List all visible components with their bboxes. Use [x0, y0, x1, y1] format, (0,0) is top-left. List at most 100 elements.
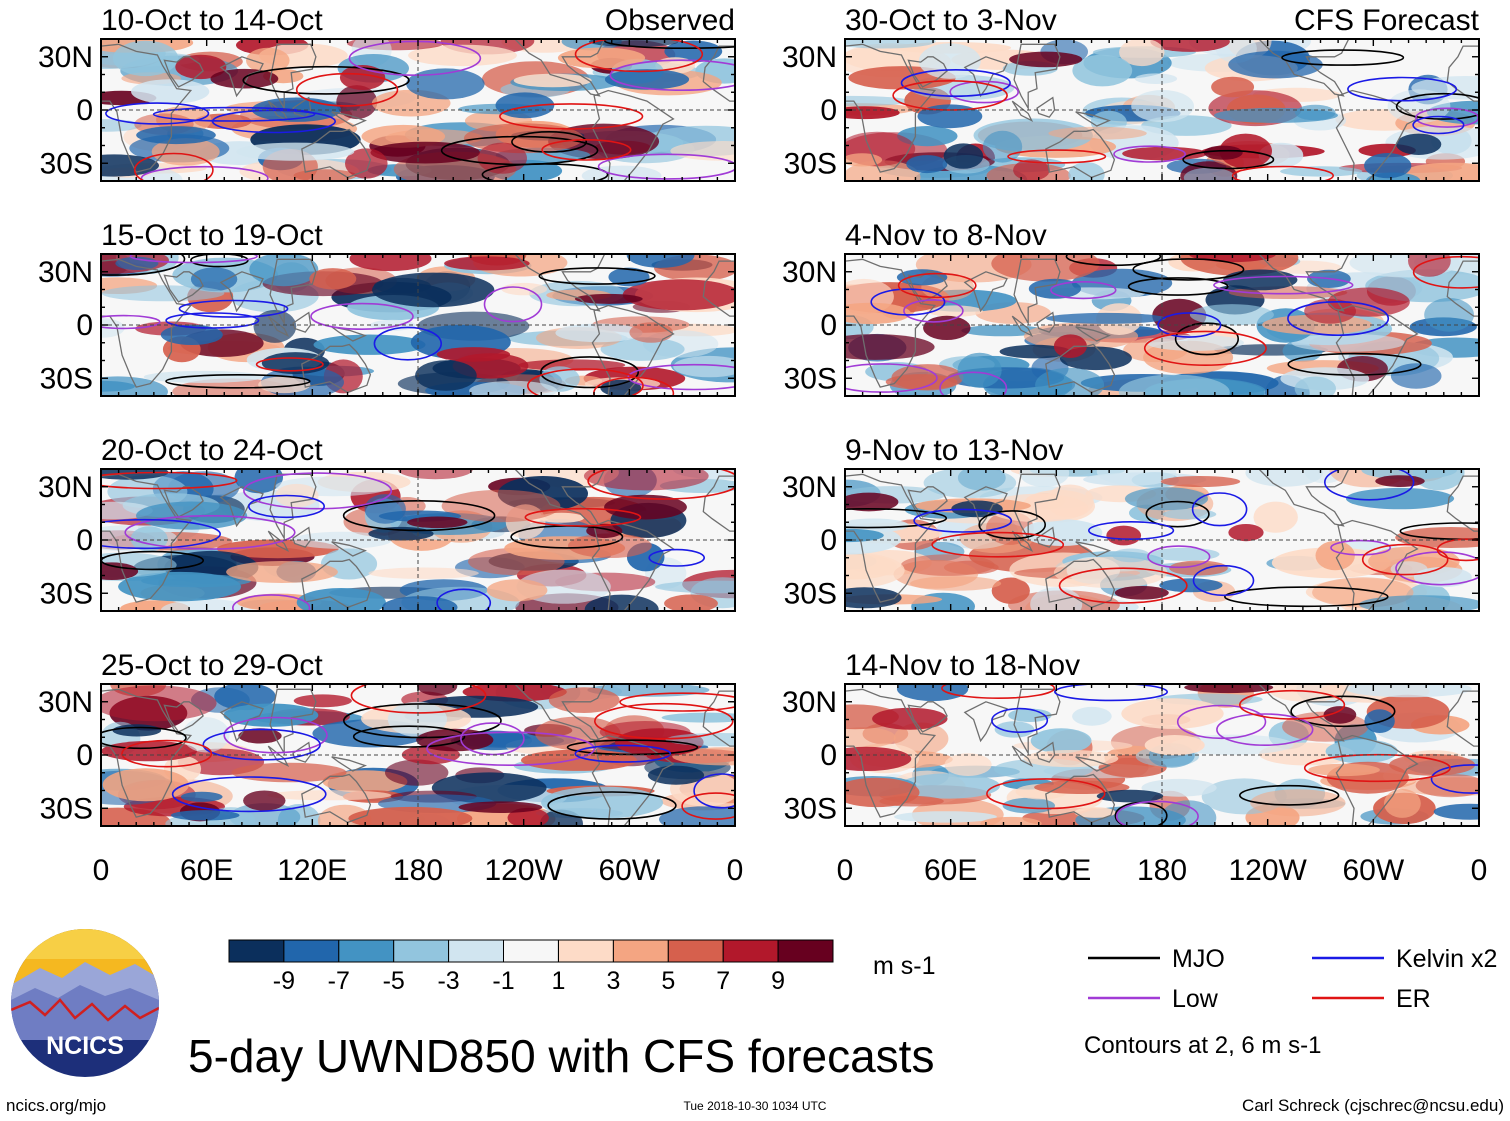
units-label: m s-1: [873, 952, 936, 980]
website-link[interactable]: ncics.org/mjo: [6, 1096, 106, 1115]
colorbar-swatch: [722, 939, 779, 963]
y-tick-label: 30N: [38, 686, 93, 719]
panel-6: 30N 0 30S 4-Nov to 8-Nov: [782, 219, 1480, 397]
y-tick-label: 0: [76, 309, 93, 342]
x-axis-labels: 0 60E 120E 180 120W 60W 0 0 60E 120E 180 120W 60W 0: [93, 854, 1488, 887]
colorbar-label: 3: [606, 967, 620, 995]
x-tick-label: 180: [393, 854, 443, 887]
panel-title: 4-Nov to 8-Nov: [845, 219, 1047, 252]
colorbar-swatch: [558, 939, 614, 963]
y-tick-label: 0: [76, 739, 93, 772]
panel-1: 30N 0 30S 10-Oct to 14-Oct Observed: [38, 4, 736, 182]
x-tick-label: 0: [837, 854, 854, 887]
colorbar-swatch: [777, 939, 834, 963]
wind-field: [101, 684, 735, 826]
y-tick-label: 30N: [38, 256, 93, 289]
logo-text: NCICS: [46, 1032, 124, 1060]
y-tick-label: 30S: [784, 577, 837, 610]
y-tick-label: 0: [820, 309, 837, 342]
panel-title: 14-Nov to 18-Nov: [845, 649, 1080, 682]
x-tick-label: 60E: [180, 854, 233, 887]
legend-label: Kelvin x2: [1396, 945, 1497, 973]
panel-7: 30N 0 30S 9-Nov to 13-Nov: [782, 434, 1480, 612]
x-tick-label: 0: [727, 854, 744, 887]
panel-source-label: CFS Forecast: [1294, 4, 1480, 37]
wind-field: [101, 254, 735, 396]
colorbar-swatch: [283, 939, 340, 963]
timestamp: Tue 2018-10-30 1034 UTC: [684, 1099, 827, 1113]
panel-8: 30N 0 30S 14-Nov to 18-Nov: [782, 649, 1480, 827]
x-tick-label: 120W: [485, 854, 564, 887]
y-tick-label: 30N: [782, 471, 837, 504]
panel-4: 30N 0 30S 25-Oct to 29-Oct: [38, 649, 736, 827]
y-tick-label: 30N: [782, 41, 837, 74]
panel-title: 30-Oct to 3-Nov: [845, 4, 1057, 37]
colorbar-label: -1: [492, 967, 514, 995]
colorbar: -9 -7 -5 -3 -1 1 3 5 7 9: [228, 939, 834, 995]
y-tick-label: 30S: [40, 147, 93, 180]
y-tick-label: 30S: [784, 147, 837, 180]
wind-field: [845, 254, 1479, 396]
x-tick-label: 60W: [1342, 854, 1404, 887]
x-tick-label: 0: [93, 854, 110, 887]
colorbar-swatch: [228, 939, 285, 963]
panel-2: 30N 0 30S 15-Oct to 19-Oct: [38, 219, 736, 397]
colorbar-label: 9: [771, 967, 785, 995]
x-tick-label: 120W: [1229, 854, 1308, 887]
legend-label: ER: [1396, 985, 1431, 1013]
colorbar-swatch: [338, 939, 395, 963]
colorbar-label: 5: [661, 967, 675, 995]
y-tick-label: 0: [76, 94, 93, 127]
x-tick-label: 120E: [277, 854, 347, 887]
ncics-logo: NCICS: [11, 929, 159, 1077]
panel-title: 9-Nov to 13-Nov: [845, 434, 1063, 467]
x-tick-label: 60E: [924, 854, 977, 887]
y-tick-label: 30S: [40, 362, 93, 395]
colorbar-label: 1: [552, 967, 566, 995]
colorbar-swatch: [393, 939, 450, 963]
colorbar-label: -9: [273, 967, 295, 995]
colorbar-label: -5: [383, 967, 405, 995]
colorbar-swatch: [503, 939, 559, 963]
x-tick-label: 0: [1471, 854, 1488, 887]
panels-layer: 30N 0 30S 10-Oct to 14-Oct Observed 30N 0 30S 15…: [38, 4, 1480, 827]
wind-field: [101, 469, 735, 611]
y-tick-label: 0: [820, 94, 837, 127]
colorbar-label: 7: [716, 967, 730, 995]
wind-field: [845, 469, 1479, 611]
panel-title: 20-Oct to 24-Oct: [101, 434, 323, 467]
author-credit: Carl Schreck (cjschrec@ncsu.edu): [1242, 1096, 1504, 1115]
y-tick-label: 30N: [782, 686, 837, 719]
legend-label: Low: [1172, 985, 1219, 1013]
figure-title: 5-day UWND850 with CFS forecasts: [188, 1030, 934, 1082]
x-tick-label: 180: [1137, 854, 1187, 887]
panel-title: 25-Oct to 29-Oct: [101, 649, 323, 682]
colorbar-swatch: [612, 939, 669, 963]
y-tick-label: 0: [76, 524, 93, 557]
panel-source-label: Observed: [605, 4, 735, 37]
legend-label: MJO: [1172, 945, 1225, 973]
y-tick-label: 30S: [40, 577, 93, 610]
wind-field: [845, 39, 1479, 181]
colorbar-swatch: [667, 939, 724, 963]
x-tick-label: 120E: [1021, 854, 1091, 887]
y-tick-label: 30S: [40, 792, 93, 825]
panel-title: 15-Oct to 19-Oct: [101, 219, 323, 252]
colorbar-label: -3: [437, 967, 459, 995]
contour-legend: MJO Low Kelvin x2 ER: [1088, 945, 1497, 1013]
y-tick-label: 30N: [38, 471, 93, 504]
x-tick-label: 60W: [598, 854, 660, 887]
y-tick-label: 30S: [784, 362, 837, 395]
wind-field: [101, 39, 735, 181]
panel-5: 30N 0 30S 30-Oct to 3-Nov CFS Forecast: [782, 4, 1480, 182]
colorbar-label: -7: [328, 967, 350, 995]
wind-field: [845, 684, 1479, 826]
panel-title: 10-Oct to 14-Oct: [101, 4, 323, 37]
y-tick-label: 0: [820, 739, 837, 772]
y-tick-label: 0: [820, 524, 837, 557]
y-tick-label: 30N: [38, 41, 93, 74]
y-tick-label: 30S: [784, 792, 837, 825]
colorbar-swatch: [448, 939, 505, 963]
contour-note: Contours at 2, 6 m s-1: [1084, 1032, 1321, 1059]
